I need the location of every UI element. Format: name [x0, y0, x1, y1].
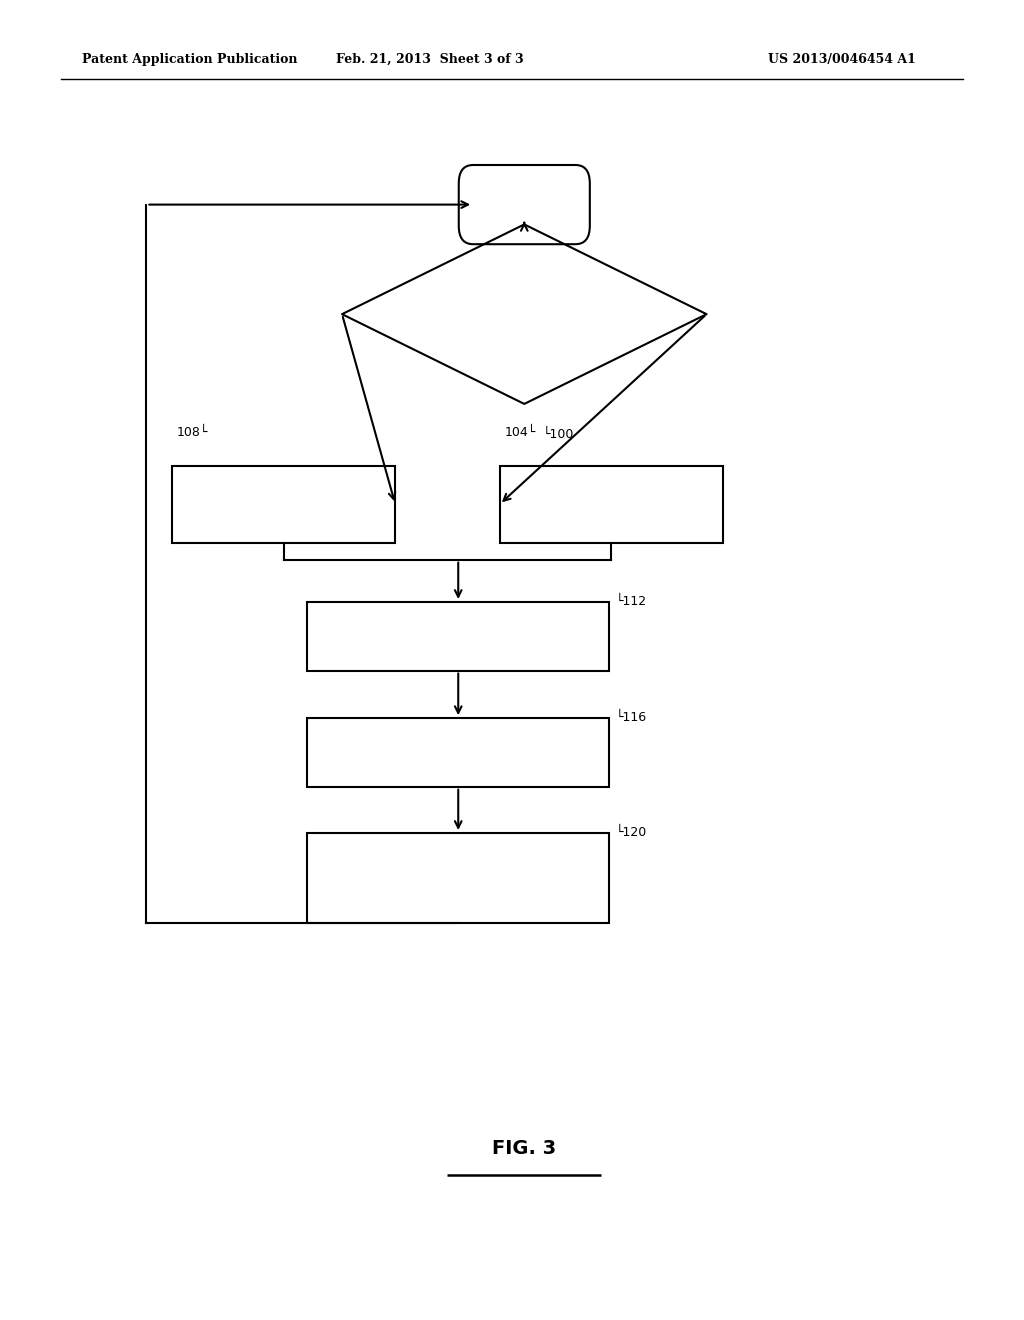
Bar [307, 718, 609, 787]
Text: └120: └120 [615, 826, 647, 840]
Bar [172, 466, 395, 543]
Text: 104└: 104└ [505, 426, 537, 440]
Bar [307, 602, 609, 671]
Bar [500, 466, 723, 543]
Text: Patent Application Publication: Patent Application Publication [82, 53, 297, 66]
Text: └116: └116 [615, 711, 646, 725]
Text: FIG. 3: FIG. 3 [493, 1139, 556, 1158]
Text: Feb. 21, 2013  Sheet 3 of 3: Feb. 21, 2013 Sheet 3 of 3 [336, 53, 524, 66]
Text: └100: └100 [543, 428, 574, 441]
Text: US 2013/0046454 A1: US 2013/0046454 A1 [768, 53, 915, 66]
Text: └112: └112 [615, 595, 646, 609]
Text: 108└: 108└ [177, 426, 209, 440]
FancyBboxPatch shape [459, 165, 590, 244]
Bar [307, 833, 609, 923]
